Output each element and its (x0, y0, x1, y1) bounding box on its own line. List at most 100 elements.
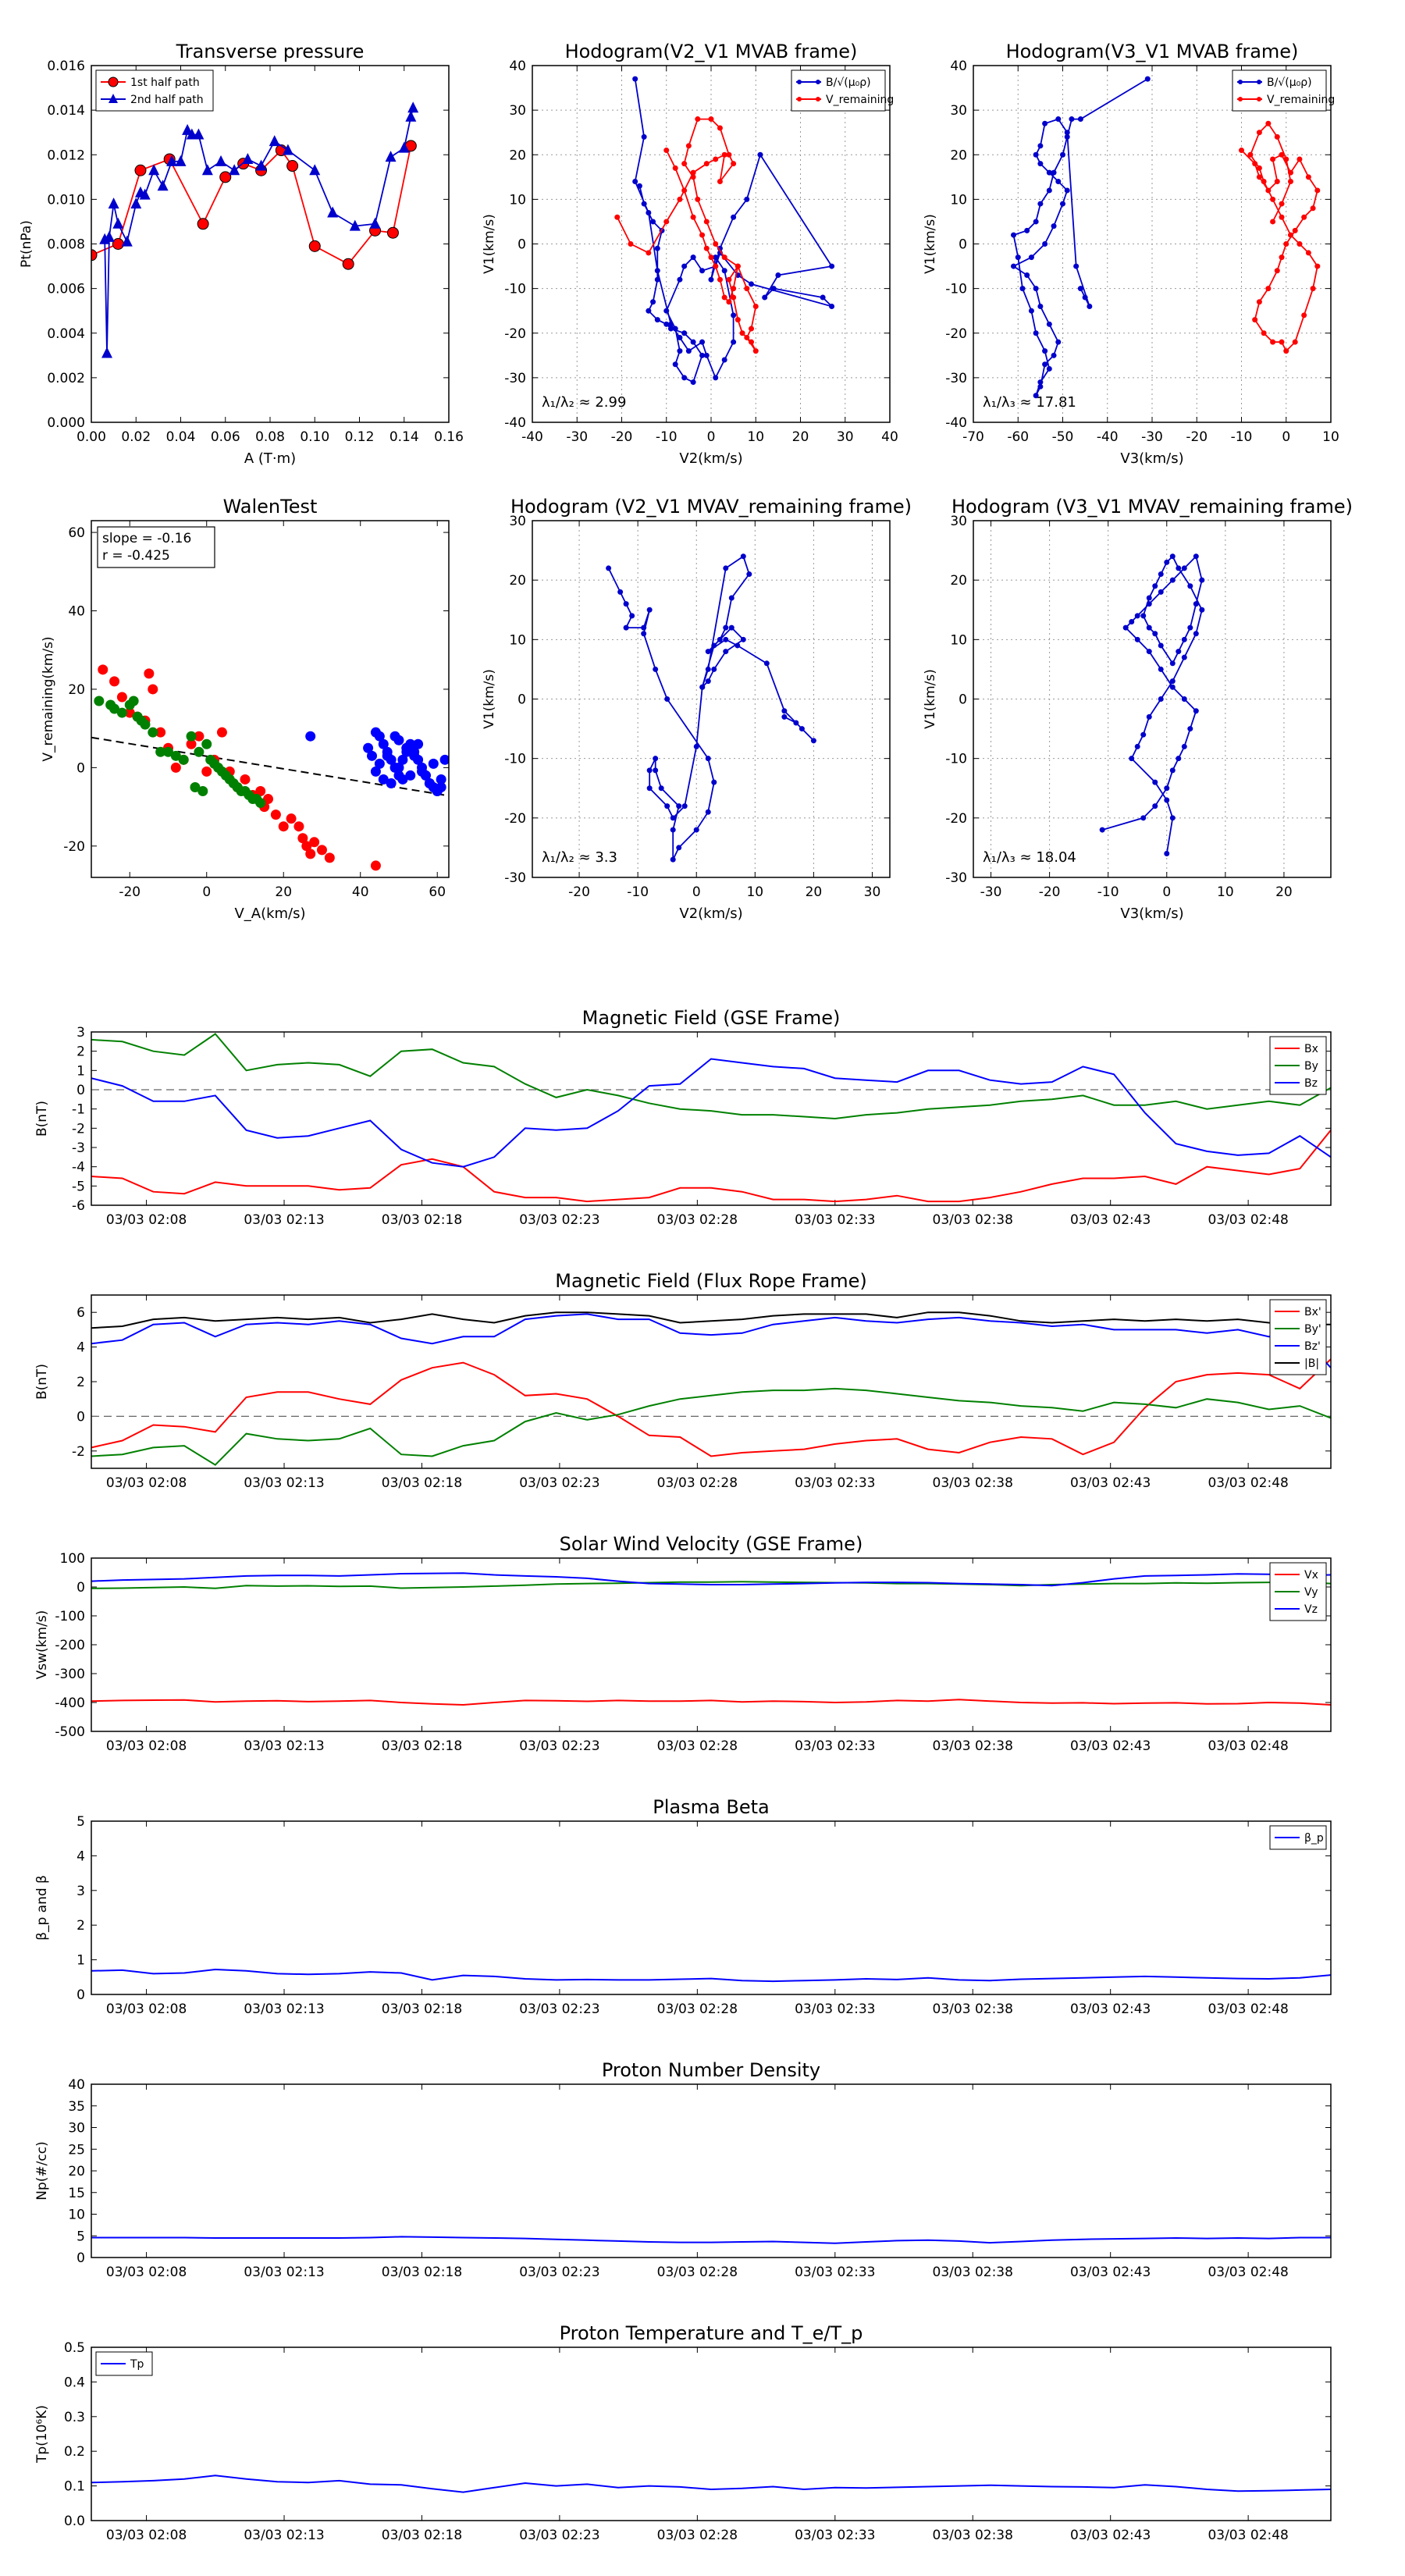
x-tick-label: 03/03 02:33 (795, 1738, 875, 1754)
data-point (723, 649, 729, 655)
y-tick-label: 40 (509, 59, 526, 74)
data-point (1064, 133, 1070, 140)
x-tick-label: 03/03 02:33 (795, 2265, 875, 2280)
data-point (703, 352, 710, 358)
x-tick-label: -10 (1231, 429, 1253, 445)
data-point (385, 151, 397, 162)
x-tick-label: -10 (656, 429, 678, 445)
data-point (1069, 116, 1075, 123)
data-point (731, 294, 737, 301)
data-point (1146, 595, 1152, 601)
data-point (752, 348, 759, 354)
data-point (103, 230, 115, 242)
data-point (681, 187, 688, 194)
legend-marker (1257, 80, 1261, 84)
data-point (726, 276, 732, 283)
y-tick-label: -100 (55, 1609, 85, 1624)
data-point (436, 774, 446, 785)
data-point (1129, 618, 1135, 624)
data-point (1037, 161, 1044, 167)
chart-title: Proton Number Density (602, 2059, 820, 2081)
data-point (216, 727, 227, 738)
data-point (646, 767, 653, 774)
y-axis-label: V1(km/s) (482, 669, 497, 729)
data-point (670, 815, 676, 821)
data-point (1144, 76, 1151, 82)
x-axis-label: V3(km/s) (1120, 906, 1183, 922)
data-point (672, 326, 678, 332)
x-tick-label: 60 (429, 884, 446, 900)
data-point (305, 731, 316, 742)
y-tick-label: 4 (76, 1340, 85, 1356)
data-point (405, 110, 417, 122)
y-axis-label: Np(#/cc) (34, 2141, 50, 2200)
legend-marker (797, 97, 802, 101)
y-tick-label: 0.000 (47, 415, 85, 431)
stats-box (97, 526, 215, 568)
plot-frame (91, 1031, 1332, 1206)
series-line-Vx (91, 1699, 1331, 1706)
x-tick-label: -20 (119, 884, 140, 900)
x-tick-label: 0 (1282, 429, 1290, 445)
data-point (1064, 187, 1070, 194)
data-point (1256, 130, 1262, 136)
data-point (201, 738, 212, 749)
data-point (229, 164, 240, 176)
y-tick-label: -20 (504, 326, 526, 342)
data-point (677, 334, 683, 340)
data-point (190, 781, 201, 792)
data-point (1164, 559, 1170, 565)
data-point (705, 809, 711, 815)
y-tick-label: -5 (72, 1179, 85, 1194)
data-point (646, 785, 653, 792)
plot-frame (91, 2083, 1332, 2258)
legend-box (791, 69, 886, 112)
data-point (1270, 196, 1276, 202)
data-point (735, 263, 741, 269)
data-point (1297, 156, 1303, 162)
y-tick-label: -2 (72, 1444, 85, 1460)
data-point (629, 613, 635, 619)
y-tick-label: 30 (509, 103, 526, 119)
y-tick-label: 20 (950, 573, 967, 589)
x-tick-label: 0.06 (211, 429, 240, 445)
data-point (606, 565, 612, 571)
data-point (148, 684, 158, 695)
y-tick-label: 10 (950, 632, 967, 648)
data-point (705, 756, 711, 762)
x-tick-label: 0.00 (76, 429, 106, 445)
plot-area (1099, 553, 1205, 857)
data-point (1011, 232, 1017, 238)
data-point (705, 666, 711, 672)
data-point (723, 624, 729, 631)
data-point (1169, 577, 1176, 583)
x-tick-label: 03/03 02:13 (244, 2001, 324, 2017)
x-tick-label: 20 (275, 884, 292, 900)
data-point (1152, 779, 1158, 785)
data-point (98, 664, 108, 675)
y-tick-label: -30 (504, 371, 526, 386)
data-point (215, 155, 227, 166)
x-tick-label: -20 (568, 884, 590, 900)
data-point (711, 779, 717, 785)
legend-marker (797, 80, 802, 84)
x-tick-label: -10 (1097, 884, 1119, 900)
data-point (1064, 130, 1070, 136)
data-point (386, 226, 399, 239)
data-point (1283, 241, 1289, 247)
data-point (1055, 339, 1062, 345)
y-tick-label: 0 (76, 1580, 85, 1596)
data-point (699, 352, 706, 358)
plot-area (1011, 76, 1321, 399)
chart-h3: Hodogram (V2_V1 MVAV_remaining frame) -20… (482, 496, 912, 922)
data-point (628, 241, 634, 247)
x-tick-label: 03/03 02:43 (1070, 1212, 1151, 1228)
data-point (1146, 624, 1152, 631)
x-tick-label: 03/03 02:28 (657, 2265, 738, 2280)
chart-title: Proton Temperature and T_e/T_p (560, 2322, 863, 2344)
data-point (1169, 660, 1176, 667)
y-tick-label: 60 (68, 525, 85, 541)
data-point (1073, 263, 1080, 269)
chart-h1: Hodogram(V2_V1 MVAB frame) -40 -30 -20 -10 0 1… (482, 41, 898, 467)
plot-area (91, 1572, 1331, 1706)
